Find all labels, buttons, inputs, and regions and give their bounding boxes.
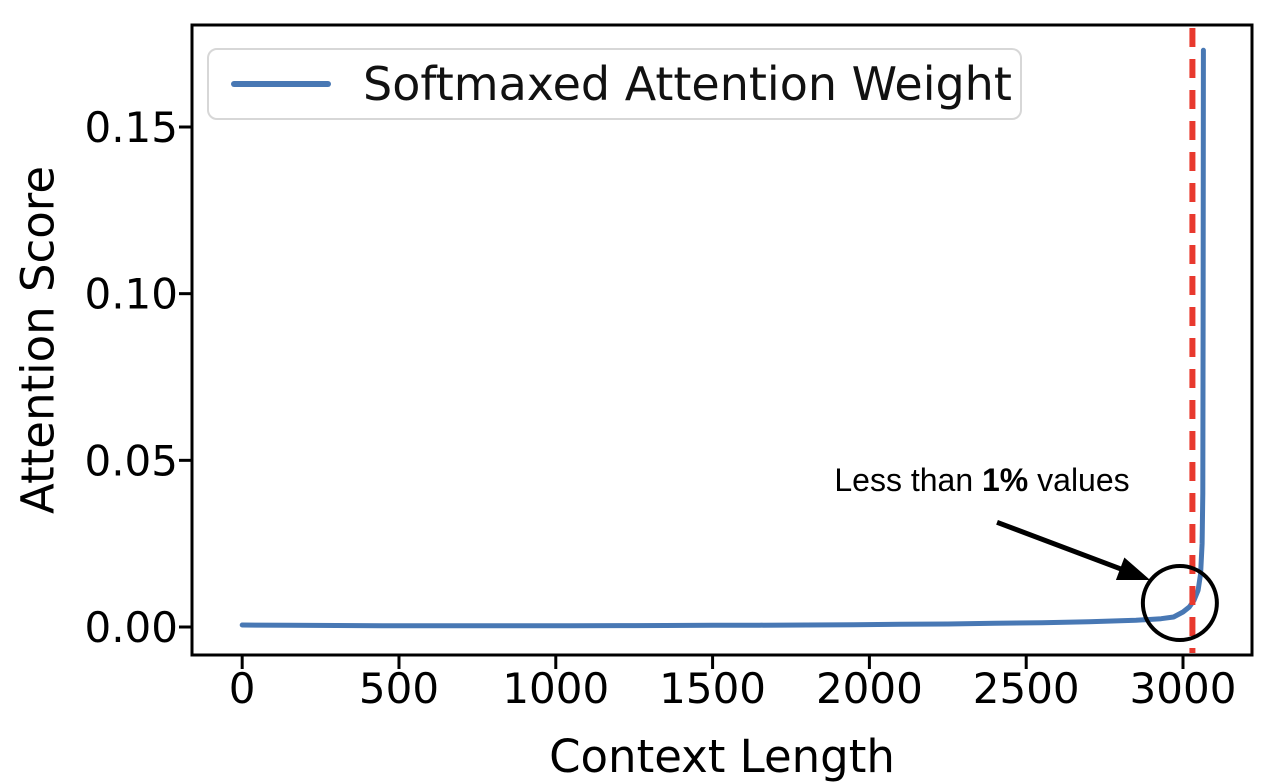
x-tick-label-2: 1000 xyxy=(502,664,609,713)
y-tick-label-0: 0.00 xyxy=(84,603,178,652)
x-tick-label-0: 0 xyxy=(229,664,256,713)
legend-label: Softmaxed Attention Weight xyxy=(363,57,1012,111)
annotation-text-prefix: Less than xyxy=(834,462,982,498)
x-tick-label-3: 1500 xyxy=(659,664,766,713)
annotation-text-bold: 1% xyxy=(982,462,1029,498)
annotation-arrow-head xyxy=(1115,557,1151,580)
annotation-text: Less than 1% values xyxy=(760,462,1204,499)
y-tick-label-1: 0.05 xyxy=(84,436,178,485)
y-tick-label-3: 0.15 xyxy=(84,103,178,152)
legend-line-sample xyxy=(231,81,331,87)
series-line-0 xyxy=(239,47,1206,629)
y-axis-label: Attention Score xyxy=(11,165,65,515)
annotation-text-suffix: values xyxy=(1028,462,1130,498)
axes-spines xyxy=(190,23,1254,657)
x-tick-label-1: 500 xyxy=(359,664,439,713)
x-axis-label: Context Length xyxy=(549,730,895,783)
annotation-circle xyxy=(1140,564,1219,642)
annotation-arrow-shaft xyxy=(996,519,1127,574)
legend: Softmaxed Attention Weight xyxy=(207,48,1022,120)
x-tick-label-6: 3000 xyxy=(1130,664,1237,713)
y-tick-label-2: 0.10 xyxy=(84,270,178,319)
x-tick-label-4: 2000 xyxy=(816,664,923,713)
x-tick-label-5: 2500 xyxy=(973,664,1080,713)
